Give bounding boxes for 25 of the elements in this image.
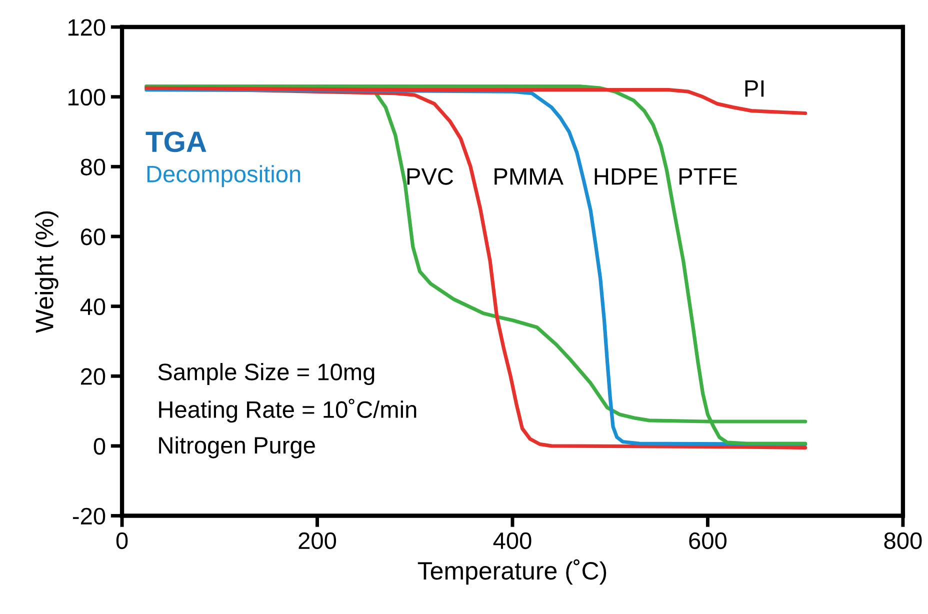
- y-tick-label: -20: [72, 508, 106, 525]
- y-tick-label: 0: [94, 438, 106, 455]
- y-tick-label: 60: [81, 228, 106, 246]
- annotation: Decomposition: [147, 165, 300, 188]
- y-tick-label: 80: [80, 158, 106, 176]
- x-axis-title: Temperature (˚C): [418, 559, 606, 585]
- x-tick-label: 400: [493, 532, 532, 550]
- series-label: PI: [745, 80, 764, 97]
- annotation: TGA: [146, 131, 206, 152]
- annotation: Heating Rate = 10˚C/min: [159, 398, 416, 423]
- y-tick-label: 20: [80, 368, 106, 385]
- series-label: HDPE: [594, 168, 658, 185]
- series-label: PMMA: [494, 168, 564, 185]
- y-tick-label: 100: [68, 88, 106, 106]
- y-axis-title: Weight (%): [35, 211, 58, 333]
- x-tick-label: 800: [884, 532, 922, 550]
- series-label: PTFE: [679, 168, 737, 185]
- annotation: Nitrogen Purge: [159, 436, 315, 458]
- x-tick-label: 0: [116, 532, 128, 550]
- y-tick-label: 40: [80, 298, 106, 316]
- x-tick-label: 600: [689, 532, 726, 550]
- series-label: PVC: [407, 168, 454, 185]
- y-tick-label: 120: [68, 19, 106, 36]
- x-tick-label: 200: [298, 532, 336, 550]
- annotation: Sample Size = 10mg: [158, 363, 374, 386]
